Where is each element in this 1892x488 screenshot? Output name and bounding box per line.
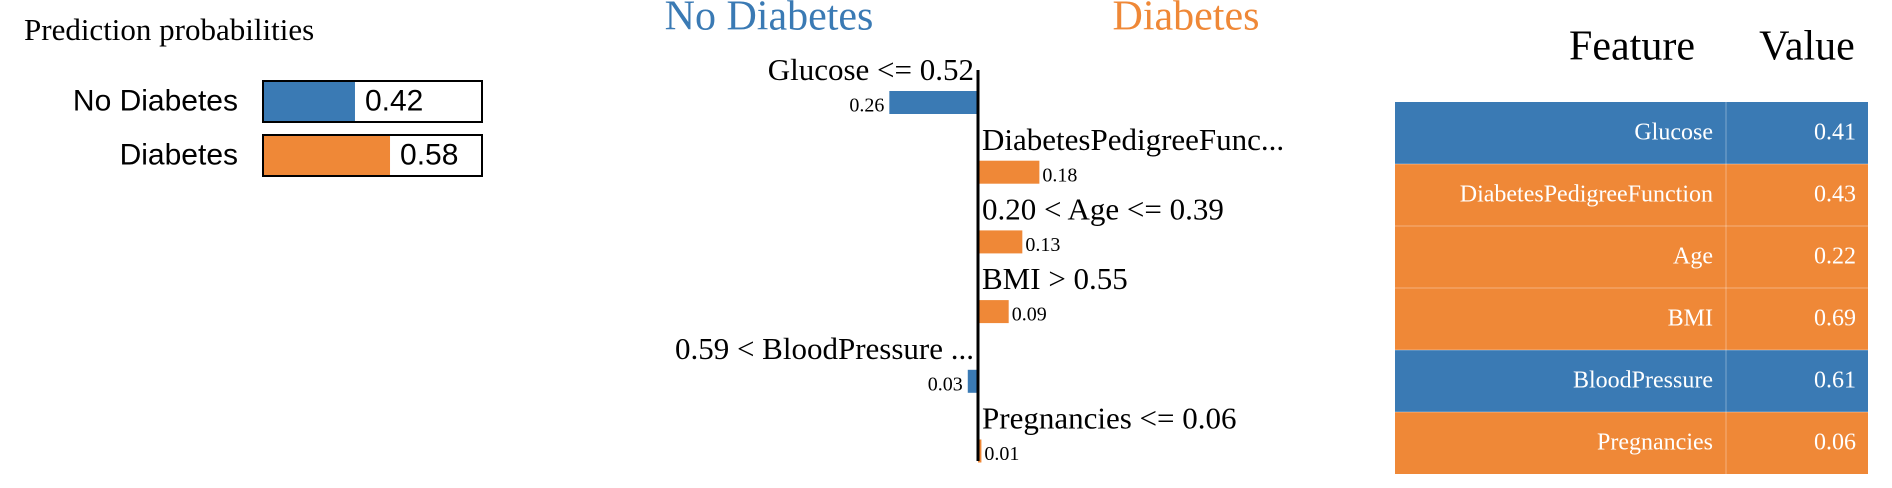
- table-header: Feature: [1569, 24, 1695, 70]
- bar: [978, 160, 1040, 184]
- class-header: Diabetes: [1113, 0, 1260, 40]
- bar: [967, 369, 978, 393]
- feature-label: Pregnancies <= 0.06: [982, 401, 1237, 436]
- row-background: [1395, 102, 1868, 164]
- feature-cell: Age: [1673, 244, 1713, 270]
- feature-cell: BMI: [1668, 306, 1713, 332]
- feature-cell: BloodPressure: [1573, 368, 1713, 394]
- value-label: 0.13: [1025, 234, 1060, 256]
- feature-label: BMI > 0.55: [982, 261, 1128, 296]
- value-cell: 0.69: [1814, 306, 1856, 332]
- feature-cell: DiabetesPedigreeFunction: [1460, 182, 1713, 208]
- row-background: [1395, 350, 1868, 412]
- class-label: Diabetes: [120, 138, 238, 171]
- bar: [978, 439, 982, 463]
- bar: [978, 300, 1009, 324]
- bar: [978, 230, 1023, 254]
- bar-frame: [262, 80, 483, 123]
- value-label: 0.09: [1012, 304, 1047, 326]
- value-label: 0.42: [365, 84, 423, 117]
- class-label: No Diabetes: [73, 84, 238, 117]
- value-label: 0.26: [849, 95, 884, 117]
- row-background: [1395, 288, 1868, 350]
- feature-cell: Pregnancies: [1597, 430, 1713, 456]
- row-background: [1395, 412, 1868, 474]
- bar: [889, 91, 978, 114]
- table-header: Value: [1759, 24, 1855, 70]
- value-cell: 0.06: [1814, 430, 1856, 456]
- value-cell: 0.22: [1814, 244, 1856, 270]
- value-label: 0.18: [1042, 164, 1077, 186]
- row-background: [1395, 226, 1868, 288]
- value-label: 0.01: [984, 443, 1019, 465]
- feature-label: Glucose <= 0.52: [768, 52, 974, 87]
- value-cell: 0.43: [1814, 182, 1856, 208]
- bar-frame: [262, 134, 483, 177]
- class-header: No Diabetes: [665, 0, 874, 40]
- bar: [263, 81, 355, 122]
- bar: [263, 135, 391, 176]
- value-label: 0.03: [928, 373, 963, 395]
- feature-label: DiabetesPedigreeFunc...: [982, 122, 1284, 157]
- feature-cell: Glucose: [1634, 120, 1713, 146]
- feature-label: 0.20 < Age <= 0.39: [982, 192, 1224, 227]
- value-cell: 0.41: [1814, 120, 1856, 146]
- feature-label: 0.59 < BloodPressure ...: [675, 331, 974, 366]
- row-background: [1395, 164, 1868, 226]
- chart-title: Prediction probabilities: [24, 12, 314, 47]
- value-label: 0.58: [400, 138, 458, 171]
- value-cell: 0.61: [1814, 368, 1856, 394]
